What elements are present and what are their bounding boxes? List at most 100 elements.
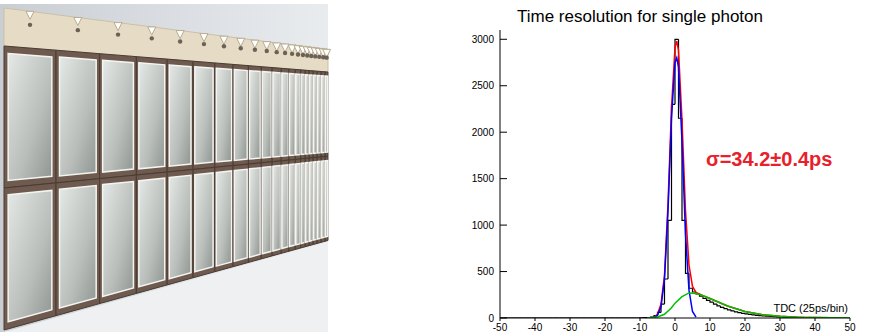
pmt-window [216, 171, 231, 266]
tile-frame [167, 169, 193, 284]
strip-marker [114, 23, 122, 31]
tile-frame [281, 68, 289, 161]
x-tick-label: 10 [704, 322, 716, 333]
fit-curve [647, 293, 850, 318]
tile-frame [136, 57, 167, 175]
pmt-window [282, 73, 288, 156]
photo-background [0, 4, 328, 332]
strip-marker [200, 34, 208, 42]
tile-frame [317, 71, 321, 157]
tile-frame [309, 71, 313, 159]
tile-frame [317, 157, 321, 244]
pmt-window [273, 166, 281, 251]
tile-frame [4, 46, 56, 188]
pmt-window [234, 70, 247, 161]
tile-frame [325, 72, 328, 157]
x-tick-label: 30 [774, 322, 786, 333]
y-tick-label: 500 [477, 266, 494, 277]
histogram-bin [710, 300, 714, 302]
pmt-window [249, 71, 260, 159]
pmt-window [103, 60, 134, 172]
strip-hole [76, 28, 80, 32]
y-axis [500, 30, 501, 318]
pmt-window [318, 76, 321, 153]
detector-photo [0, 4, 331, 332]
tile-frame [215, 63, 233, 167]
pmt-window [301, 74, 305, 154]
tile-frame [56, 179, 100, 316]
histogram-bin [714, 302, 718, 304]
strip-hole [202, 42, 206, 46]
tile-frame [4, 183, 56, 330]
chart-title: Time resolution for single photon [517, 7, 763, 26]
x-tick [640, 318, 641, 321]
tile-frame [193, 167, 215, 277]
y-tick [500, 178, 507, 179]
pmt-window [306, 163, 309, 243]
strip-hole [222, 44, 226, 48]
tile-frame [313, 157, 317, 244]
x-tick-label: 50 [844, 322, 856, 333]
pmt-window [59, 186, 96, 308]
tile-frame [272, 161, 281, 256]
tile-frame [301, 158, 306, 248]
pmt-window [8, 53, 52, 180]
strip-hole [290, 52, 294, 56]
strip-hole [253, 48, 257, 52]
strip-hole [324, 55, 328, 59]
strip-marker [263, 42, 271, 50]
histogram-bin [731, 310, 735, 311]
pmt-window [216, 68, 231, 162]
x-tick-label: -20 [598, 322, 613, 333]
strip-hole [265, 49, 269, 53]
tile-frame [325, 156, 328, 241]
tile-frame [289, 159, 295, 251]
strip-hole [296, 52, 300, 56]
pmt-window [169, 175, 191, 278]
tile-frame [136, 172, 167, 293]
histogram-bin [721, 306, 725, 307]
tile-frame [100, 175, 137, 304]
strip-hole [305, 53, 309, 57]
pmt-window [262, 72, 271, 158]
pmt-window [234, 169, 247, 261]
strip-marker [176, 31, 184, 39]
pmt-window [282, 165, 288, 249]
strip-hole [317, 55, 321, 59]
fit-curve [647, 41, 850, 318]
pmt-window [103, 182, 134, 297]
pmt-window [289, 74, 294, 156]
x-tick [570, 318, 571, 321]
x-tick [535, 318, 536, 321]
tile-frame [309, 158, 313, 246]
strip-hole [116, 32, 120, 36]
y-tick [500, 132, 507, 133]
y-tick-label: 2500 [472, 80, 495, 91]
x-tick [710, 318, 711, 321]
pmt-window [314, 162, 317, 240]
pmt-window [195, 67, 213, 164]
x-tick [745, 318, 746, 321]
tile-frame [261, 67, 272, 163]
strip-hole [313, 54, 317, 58]
x-tick-label: -10 [633, 322, 648, 333]
strip-marker [220, 36, 228, 44]
strip-hole [150, 36, 154, 40]
strip-hole [301, 53, 305, 57]
strip-hole [28, 23, 32, 27]
y-tick-label: 3000 [472, 34, 495, 45]
tile-frame [233, 64, 248, 165]
tile-frame [100, 54, 137, 179]
x-tick-label: 20 [739, 322, 751, 333]
x-tick [850, 318, 851, 321]
pmt-window [318, 161, 321, 239]
pmt-window [310, 162, 313, 241]
tile-frame [295, 69, 300, 159]
strip-hole [239, 46, 243, 50]
histogram-bin [668, 220, 672, 279]
x-tick [500, 318, 501, 321]
pmt-window [289, 164, 294, 246]
histogram-bin [665, 279, 669, 304]
x-axis-label: TDC (25ps/bin) [773, 302, 848, 314]
strip-hole [283, 51, 287, 55]
